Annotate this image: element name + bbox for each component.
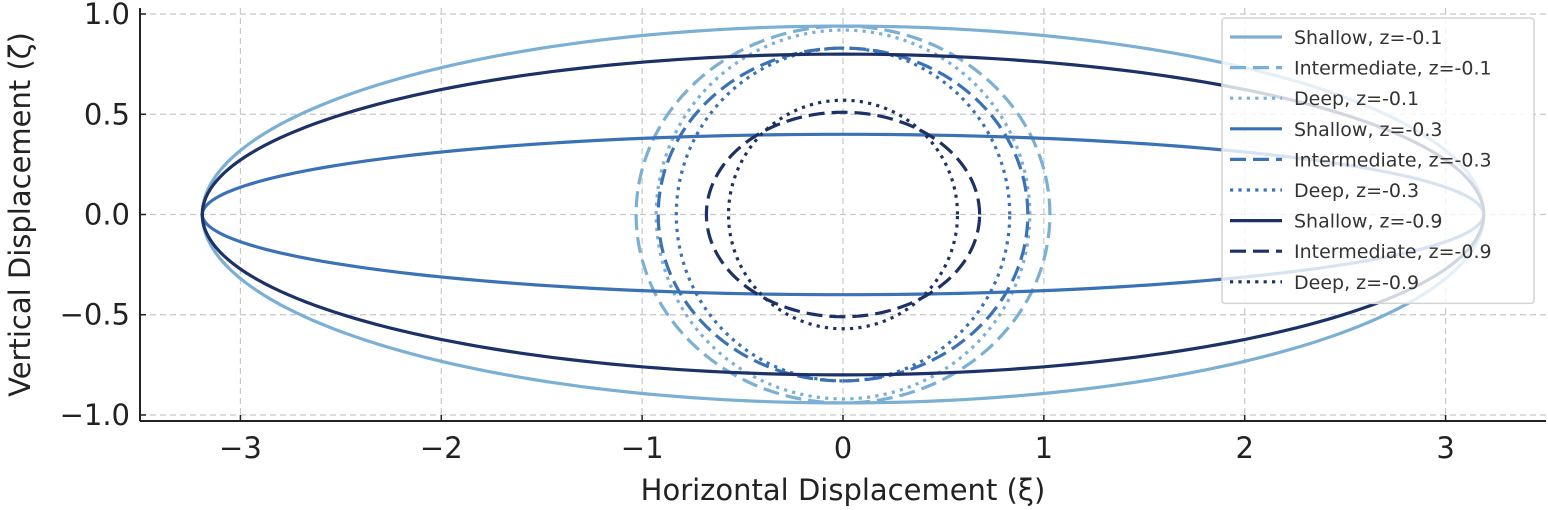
x-tick-label: −1 xyxy=(621,431,664,465)
y-axis-label: Vertical Displacement (ζ) xyxy=(3,32,37,397)
y-tick-label: −0.5 xyxy=(60,298,130,332)
ticks: −3 −2 −1 0 1 2 3 −1.0 −0.5 0.0 0.5 1.0 xyxy=(60,0,1455,465)
x-tick-label: 1 xyxy=(1035,431,1053,465)
legend-entry: Intermediate, z=-0.9 xyxy=(1294,241,1492,263)
legend-entry: Shallow, z=-0.9 xyxy=(1294,211,1443,233)
legend-entry: Shallow, z=-0.1 xyxy=(1294,27,1443,49)
series-line xyxy=(656,46,1030,383)
series-line xyxy=(704,110,982,319)
legend-entry: Deep, z=-0.1 xyxy=(1294,88,1419,110)
series-line xyxy=(674,46,1012,383)
x-tick-label: 3 xyxy=(1436,431,1454,465)
x-tick-label: −3 xyxy=(219,431,262,465)
legend-entry: Intermediate, z=-0.1 xyxy=(1294,58,1492,80)
x-axis-label: Horizontal Displacement (ξ) xyxy=(641,473,1046,507)
legend-entry: Intermediate, z=-0.3 xyxy=(1294,149,1492,171)
y-tick-label: 0.5 xyxy=(84,97,130,131)
y-tick-label: −1.0 xyxy=(60,398,130,432)
y-tick-label: 1.0 xyxy=(84,0,130,31)
series-layer xyxy=(200,24,1486,405)
x-tick-label: −2 xyxy=(420,431,463,465)
x-tick-label: 2 xyxy=(1235,431,1253,465)
legend-entry: Shallow, z=-0.3 xyxy=(1294,119,1443,141)
legend-entry: Deep, z=-0.9 xyxy=(1294,272,1419,294)
x-tick-label: 0 xyxy=(834,431,852,465)
legend-box xyxy=(1221,17,1535,305)
series-line xyxy=(634,24,1052,405)
series-line xyxy=(726,98,960,331)
legend: Shallow, z=-0.1 Intermediate, z=-0.1 Deep,… xyxy=(1221,17,1535,305)
legend-entry: Deep, z=-0.3 xyxy=(1294,180,1419,202)
series-line xyxy=(200,52,1486,377)
y-tick-label: 0.0 xyxy=(84,198,130,232)
